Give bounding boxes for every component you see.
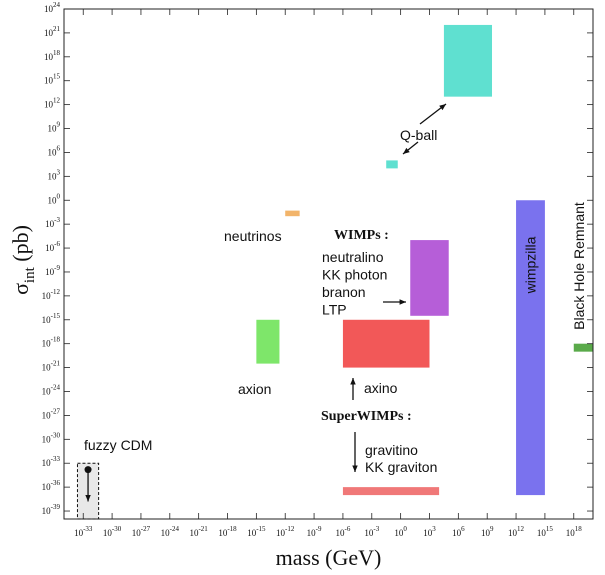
y-axis-label-unit: (pb) xyxy=(8,225,33,262)
annotations: Q-ball neutrinos WIMPs : neutralino KK photo… xyxy=(76,103,587,520)
y-tick-label: 10-24 xyxy=(42,384,61,397)
region-box-6 xyxy=(516,200,545,496)
y-axis-label-symbol: σ xyxy=(8,283,33,295)
qball-arrow-down-head xyxy=(403,147,410,154)
y-tick-label: 10-30 xyxy=(42,431,61,444)
x-tick-label: 10-33 xyxy=(74,525,93,538)
neutrinos-label: neutrinos xyxy=(224,228,282,244)
x-tick-label: 10-15 xyxy=(247,525,266,538)
y-tick-label: 10-6 xyxy=(45,240,60,253)
y-tick-label: 1021 xyxy=(44,25,61,38)
x-tick-label: 106 xyxy=(452,525,465,538)
y-tick-label: 10-18 xyxy=(42,336,61,349)
svg-text:σint (pb): σint (pb) xyxy=(8,225,38,295)
fuzzy-cdm-dashed-box xyxy=(76,462,100,520)
y-tick-label: 1012 xyxy=(44,97,61,110)
x-tick-label: 10-24 xyxy=(161,525,180,538)
x-tick-label: 109 xyxy=(481,525,494,538)
x-tick-label: 1012 xyxy=(508,525,525,538)
y-tick-label: 10-3 xyxy=(45,216,60,229)
x-tick-label: 10-18 xyxy=(218,525,237,538)
wimps-item: neutralino xyxy=(322,249,384,265)
y-tick-label: 1015 xyxy=(44,73,61,86)
fuzzy-cdm-arrow-head xyxy=(85,495,91,502)
y-tick-label: 106 xyxy=(48,144,61,157)
x-tick-label: 10-6 xyxy=(336,525,351,538)
axion-label: axion xyxy=(238,381,271,397)
superwimps-title: SuperWIMPs : xyxy=(321,409,412,424)
qball-label: Q-ball xyxy=(400,127,437,143)
y-tick-label: 10-36 xyxy=(42,479,61,492)
y-tick-label: 10-39 xyxy=(42,503,61,516)
wimps-item: KK photon xyxy=(322,267,387,283)
superwimps-item: gravitino xyxy=(365,442,418,458)
y-tick-label: 10-21 xyxy=(42,360,61,373)
ticks: 10-33 10-30 10-27 10-24 10-21 10-18 10-15 10-12… xyxy=(42,1,593,538)
wimps-item: branon xyxy=(322,284,366,300)
region-box-8 xyxy=(573,343,593,352)
region-box-1 xyxy=(386,160,398,169)
x-tick-label: 10-30 xyxy=(103,525,122,538)
plot-frame xyxy=(63,8,594,520)
axino-arrow-head xyxy=(350,378,356,385)
axino-label: axino xyxy=(364,380,398,396)
y-axis-label: σint (pb) xyxy=(8,225,38,295)
region-box-5 xyxy=(256,319,280,364)
x-tick-label: 1018 xyxy=(566,525,583,538)
y-tick-label: 1018 xyxy=(44,49,61,62)
region-box-7 xyxy=(342,487,440,496)
region-box-0 xyxy=(443,24,493,97)
regions xyxy=(77,24,593,519)
x-tick-label: 10-3 xyxy=(364,525,379,538)
x-tick-label: 1015 xyxy=(537,525,554,538)
x-tick-label: 100 xyxy=(394,525,407,538)
y-tick-label: 100 xyxy=(48,192,61,205)
x-tick-label: 10-21 xyxy=(189,525,208,538)
y-tick-label: 10-15 xyxy=(42,312,61,325)
y-tick-label: 1024 xyxy=(44,1,61,14)
y-tick-label: 103 xyxy=(48,168,61,181)
wimps-arrow-head xyxy=(399,299,406,305)
fuzzy-cdm-label: fuzzy CDM xyxy=(84,437,152,453)
qball-arrow-up-head xyxy=(439,104,446,111)
superwimps-arrow-head xyxy=(352,465,358,472)
y-tick-label: 10-27 xyxy=(42,407,61,420)
y-tick-label: 10-33 xyxy=(42,455,61,468)
region-box-2 xyxy=(285,210,300,217)
region-box-4 xyxy=(342,319,430,368)
wimps-item: LTP xyxy=(322,302,347,318)
x-tick-label: 10-12 xyxy=(276,525,295,538)
y-tick-label: 10-12 xyxy=(42,288,61,301)
y-axis-label-subscript: int xyxy=(22,266,38,283)
wimpzilla-label: wimpzilla xyxy=(522,236,538,294)
x-axis-label: mass (GeV) xyxy=(276,545,382,570)
wimps-title: WIMPs : xyxy=(334,228,389,243)
black-hole-label: Black Hole Remnant xyxy=(571,202,587,330)
x-tick-label: 10-9 xyxy=(307,525,322,538)
y-tick-label: 10-9 xyxy=(45,264,60,277)
x-tick-label: 10-27 xyxy=(132,525,151,538)
region-box-3 xyxy=(410,240,449,316)
superwimps-item: KK graviton xyxy=(365,459,437,475)
x-tick-label: 103 xyxy=(423,525,436,538)
y-tick-label: 109 xyxy=(48,121,61,134)
